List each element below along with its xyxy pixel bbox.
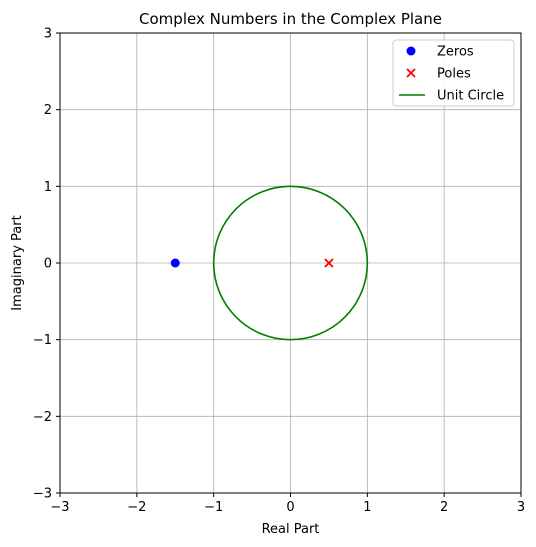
x-tick-label: −1: [204, 500, 223, 515]
legend-label: Poles: [437, 67, 471, 82]
y-tick-label: 3: [44, 27, 52, 42]
unit-circle-line: [212, 185, 369, 341]
x-tick-label: −2: [127, 500, 146, 515]
y-tick-label: −1: [33, 333, 52, 348]
y-tick-label: 1: [44, 180, 52, 195]
plot-data: [170, 185, 369, 341]
legend-box: [392, 39, 515, 107]
x-tick-label: 2: [440, 500, 448, 515]
x-tick-label: 0: [286, 500, 294, 515]
y-tick-label: −3: [33, 487, 52, 502]
legend-poles-marker: [406, 68, 416, 78]
y-tick-label: 0: [44, 257, 52, 272]
legend: Zeros Poles Unit Circle: [392, 39, 515, 107]
y-tick-label: 2: [44, 103, 52, 118]
chart-title: Complex Numbers in the Complex Plane: [139, 10, 442, 28]
x-tick-label: −3: [50, 500, 69, 515]
pole-point: [324, 258, 334, 268]
legend-label: Unit Circle: [437, 89, 504, 104]
x-tick-label: 1: [363, 500, 371, 515]
y-axis-label: Imaginary Part: [10, 215, 25, 310]
y-tick-label: −2: [33, 410, 52, 425]
legend-label: Zeros: [437, 45, 474, 60]
legend-zeros-marker: [406, 46, 416, 56]
x-axis-label: Real Part: [262, 522, 320, 537]
x-tick-label: 3: [517, 500, 525, 515]
ticks: −3 −2 −1 0 1 2 3 −3 −2 −1 0 1 2 3: [33, 27, 525, 516]
zero-point: [170, 258, 180, 268]
